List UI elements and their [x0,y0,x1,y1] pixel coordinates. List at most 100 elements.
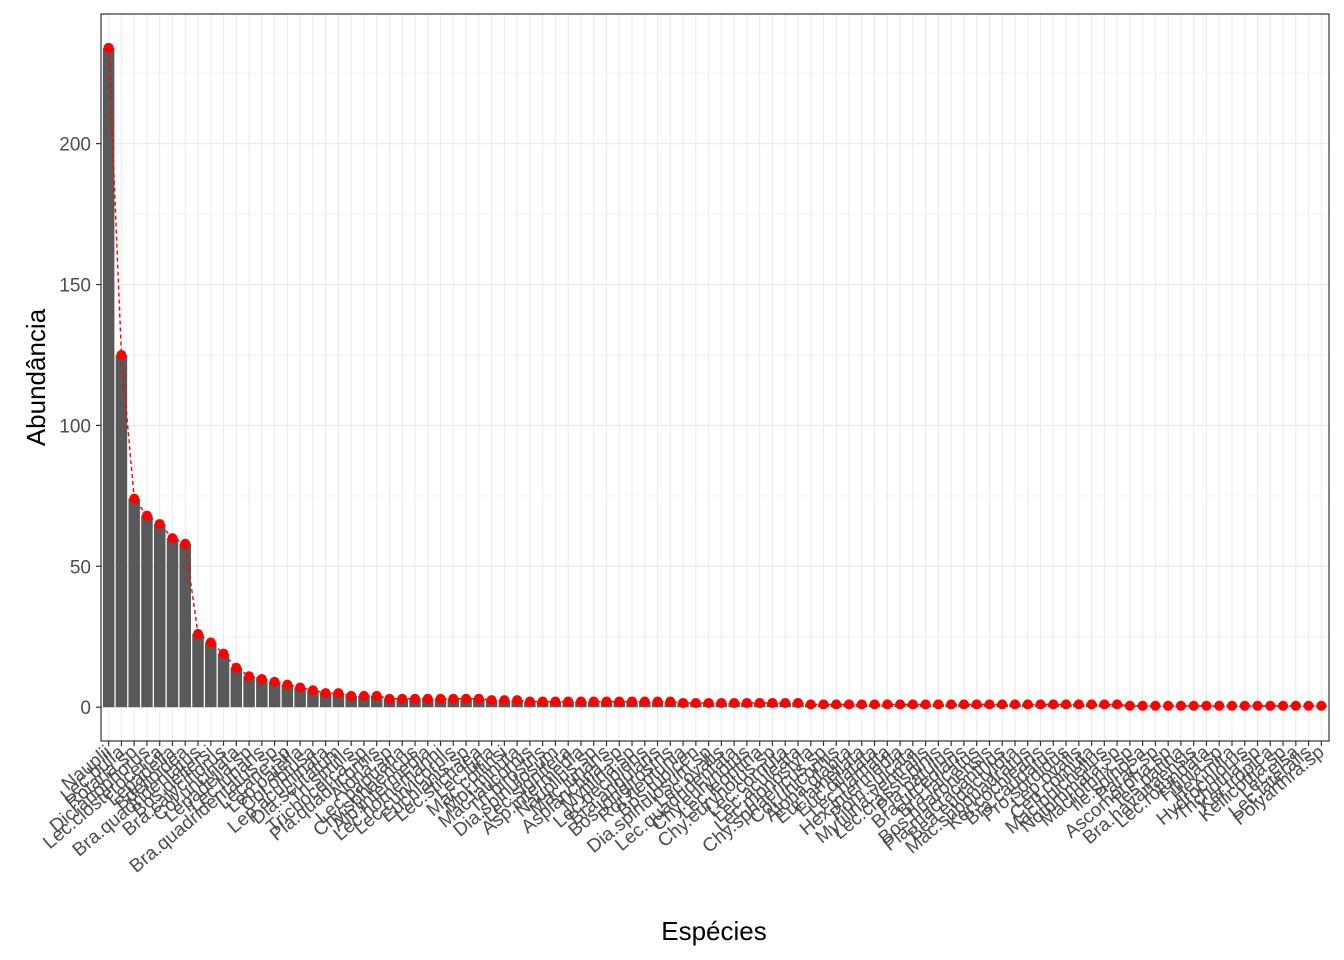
bar [370,695,383,708]
data-point [767,697,778,708]
y-tick-label: 200 [59,135,91,156]
data-point [869,699,880,710]
data-point [1073,699,1084,710]
bar [153,524,166,708]
data-point [1048,699,1059,710]
data-point [588,696,599,707]
data-point [320,688,331,699]
data-point [678,697,689,708]
data-point [1239,700,1250,711]
data-point [1112,699,1123,710]
data-point [1201,700,1212,711]
data-point [716,697,727,708]
data-point [1226,700,1237,711]
x-axis-title: Espécies [661,916,767,946]
data-point [984,699,995,710]
data-point [627,696,638,707]
data-point [614,696,625,707]
data-point [256,674,267,685]
data-point [473,693,484,704]
data-point [920,699,931,710]
data-point [1009,699,1020,710]
data-point [1124,700,1135,711]
data-point [831,699,842,710]
data-point [154,519,165,530]
bar [332,693,345,708]
data-point [295,682,306,693]
data-point [346,690,357,701]
data-point [1214,700,1225,711]
data-point [410,693,421,704]
data-point [141,510,152,521]
data-point [780,697,791,708]
data-point [1316,700,1327,711]
data-point [244,671,255,682]
data-point [1303,700,1314,711]
bar [217,653,230,708]
y-tick-label: 100 [59,416,91,437]
bar [179,543,191,708]
data-point [1086,699,1097,710]
data-point [754,697,765,708]
data-point [971,699,982,710]
y-axis: 0 50 100 150 200 [59,135,101,719]
bar [128,498,140,708]
bar [294,687,306,708]
data-point [384,693,395,704]
data-point [690,697,701,708]
data-point [461,693,472,704]
data-point [1290,700,1301,711]
data-point [997,699,1008,710]
data-point [422,693,433,704]
y-tick-label: 50 [70,557,91,578]
data-point [1278,700,1289,711]
data-point [524,696,535,707]
data-point [792,697,803,708]
bar [205,642,217,708]
data-point [933,699,944,710]
data-point [818,699,829,710]
data-point [116,349,127,360]
bar [358,695,370,708]
y-axis-title: Abundância [21,308,51,446]
data-point [1175,700,1186,711]
data-point [167,533,178,544]
abundance-line [107,47,1322,707]
data-point [1061,699,1072,710]
data-point [958,699,969,710]
data-point [550,696,561,707]
data-point [397,693,408,704]
bar [230,667,243,708]
data-point [129,493,140,504]
data-point [741,697,752,708]
bar [243,676,255,708]
data-point [435,693,446,704]
data-point [537,696,548,707]
bars [102,47,1328,708]
data-point [665,696,676,707]
x-axis: NaupliiLec.bullaRotaria.spDicranophorusL… [39,741,1329,877]
bar [166,538,179,708]
data-point [1163,700,1174,711]
bar [281,684,294,708]
gridlines [101,14,1329,741]
data-point [231,662,242,673]
series-line [107,47,1322,707]
bar [268,681,281,708]
bar [141,515,153,708]
data-point [856,699,867,710]
data-point [1137,700,1148,711]
data-point [1265,700,1276,711]
data-point [805,699,816,710]
data-point [307,685,318,696]
bar [345,695,357,708]
data-point [907,699,918,710]
data-point [1188,700,1199,711]
data-point [448,693,459,704]
data-point [218,648,229,659]
data-point [882,699,893,710]
bar [192,633,204,708]
data-point [1252,700,1263,711]
